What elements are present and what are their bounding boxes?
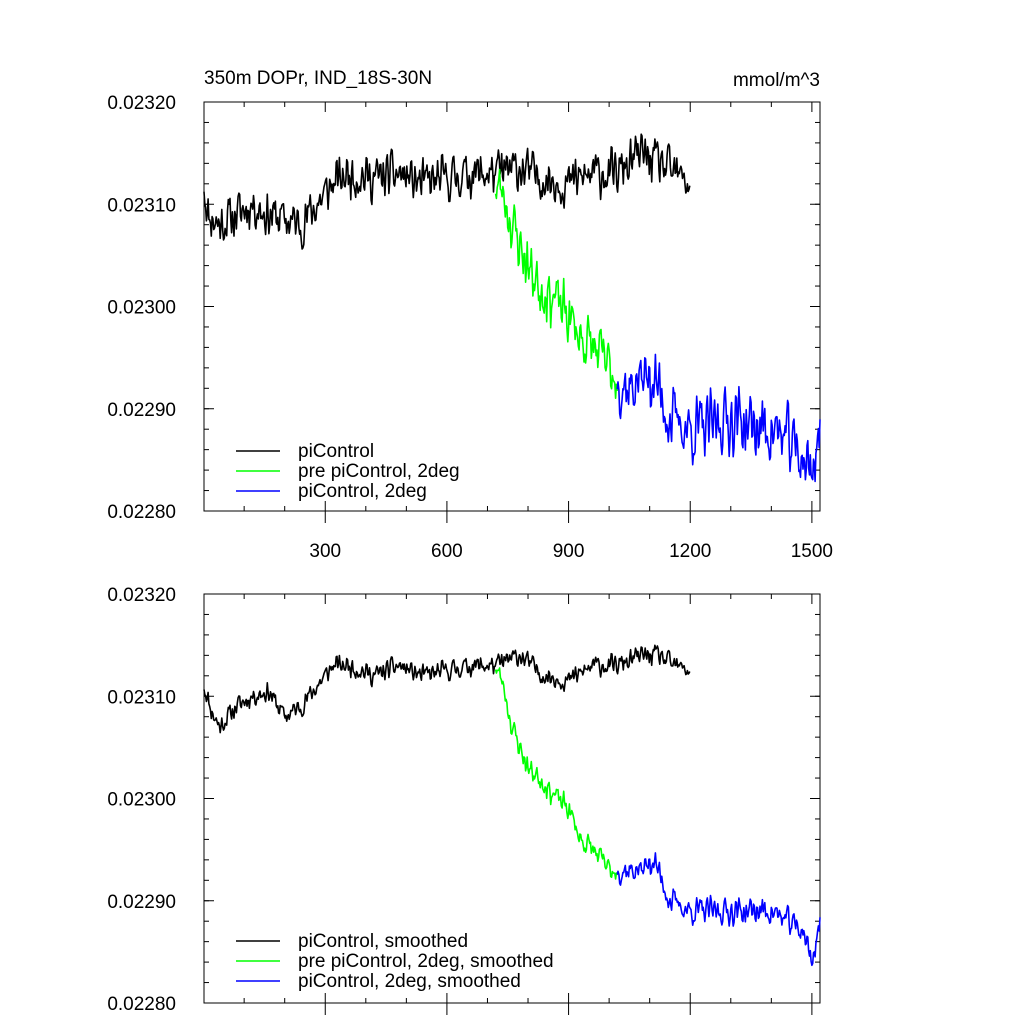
series-line [616, 852, 821, 967]
y-tick-label: 0.02300 [107, 298, 176, 319]
y-tick-label: 0.02280 [107, 502, 176, 523]
legend-label: piControl, 2deg, smoothed [298, 971, 521, 992]
legend-label: piControl, 2deg [298, 481, 427, 502]
series-line [203, 644, 691, 734]
series-line [203, 133, 691, 250]
y-tick-label: 0.02320 [107, 93, 176, 114]
data-lines [203, 644, 821, 967]
top-panel: 350m DOPr, IND_18S-30N mmol/m^3 0.023200… [107, 68, 833, 562]
y-tick-labels: 0.02320 0.02310 0.02300 0.02290 0.02280 [107, 93, 176, 523]
y-tick-label: 0.02290 [107, 400, 176, 421]
x-tick-label: 900 [553, 541, 585, 562]
y-tick-label: 0.02280 [107, 994, 176, 1015]
x-tick-label: 600 [431, 541, 463, 562]
legend-label: pre piControl, 2deg, smoothed [298, 951, 554, 972]
y-tick-label: 0.02290 [107, 892, 176, 913]
legend-label: piControl, smoothed [298, 931, 468, 952]
legend-label: piControl [298, 441, 374, 462]
y-tick-label: 0.02310 [107, 195, 176, 216]
x-tick-label: 300 [309, 541, 341, 562]
series-line [494, 667, 618, 880]
x-tick-label: 1500 [791, 541, 833, 562]
data-lines [203, 133, 821, 483]
y-tick-label: 0.02320 [107, 585, 176, 606]
chart-units: mmol/m^3 [733, 70, 820, 91]
x-tick-label: 1200 [669, 541, 711, 562]
series-line [494, 168, 618, 399]
legend-label: pre piControl, 2deg [298, 461, 460, 482]
y-tick-label: 0.02300 [107, 790, 176, 811]
series-line [616, 353, 821, 483]
bottom-panel: 0.02320 0.02310 0.02300 0.02290 0.02280 piCo… [107, 585, 821, 1015]
chart-title: 350m DOPr, IND_18S-30N [204, 68, 432, 89]
y-tick-label: 0.02310 [107, 687, 176, 708]
y-tick-labels: 0.02320 0.02310 0.02300 0.02290 0.02280 [107, 585, 176, 1015]
x-tick-labels: 300 600 900 1200 1500 [309, 541, 833, 562]
